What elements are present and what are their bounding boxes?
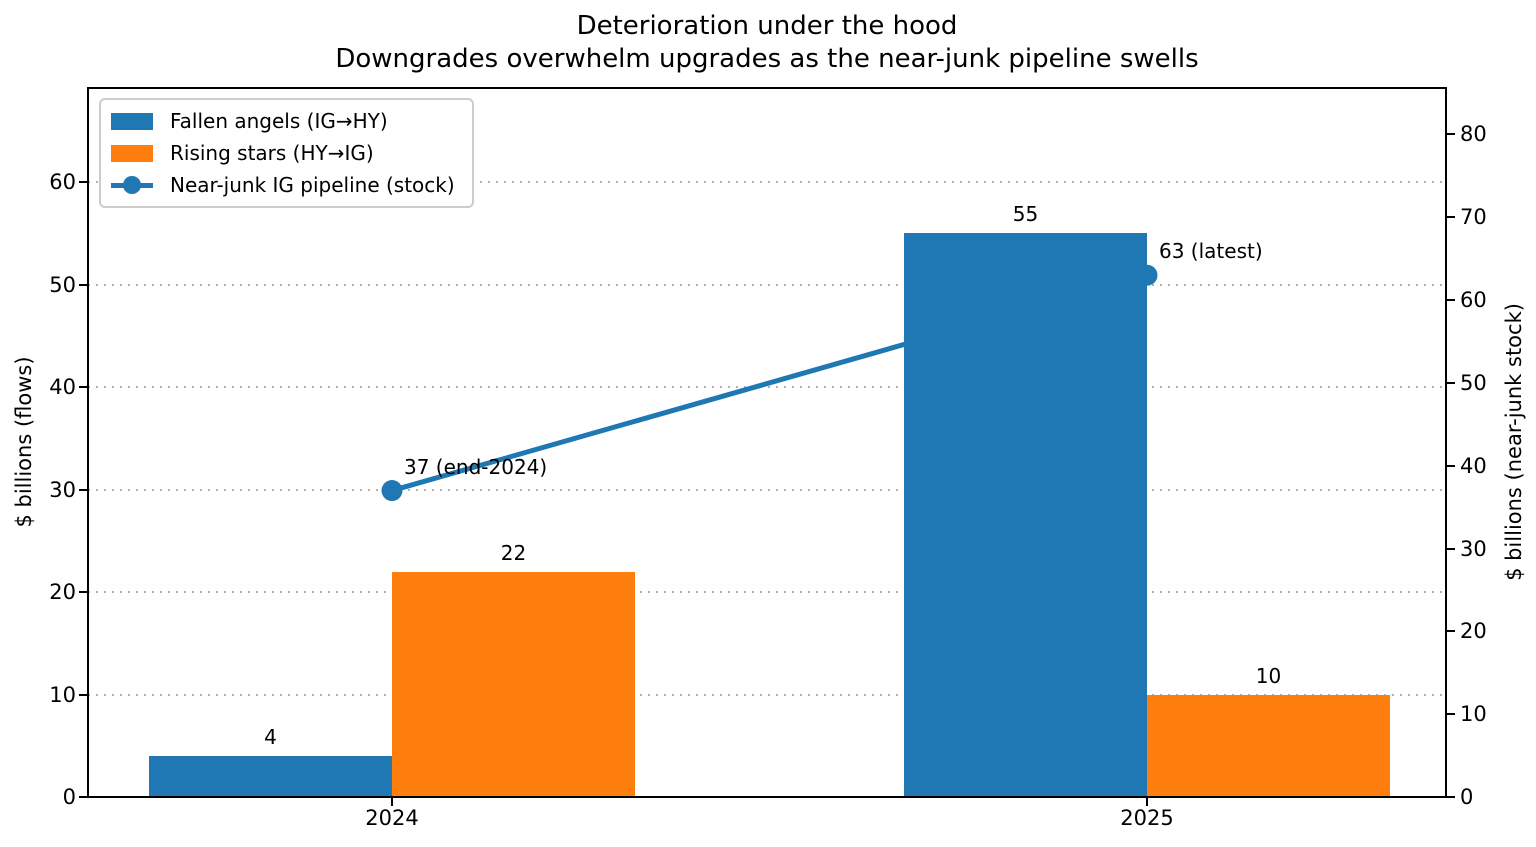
y-left-tick-label-0: 0	[62, 785, 76, 809]
gridline-50	[88, 283, 1446, 286]
rising-stars-hy-ig-bar-2024	[392, 571, 635, 797]
y-right-tick	[1446, 796, 1455, 798]
legend-label: Near-junk IG pipeline (stock)	[170, 173, 455, 197]
y-right-tick-label-30: 30	[1460, 536, 1487, 561]
y-right-tick-label-50: 50	[1460, 370, 1487, 395]
gridline-40	[88, 386, 1446, 389]
bar-value-label-2025-rising-stars-hy-ig: 10	[1255, 663, 1282, 688]
fallen-angels-ig-hy-bar-2024	[149, 756, 392, 797]
y-left-tick	[79, 693, 88, 696]
y-right-tick	[1446, 381, 1455, 384]
legend-item-near-junk-pipeline: Near-junk IG pipeline (stock)	[111, 169, 455, 201]
y-left-tick	[79, 591, 88, 594]
gridline-20	[88, 591, 1446, 594]
y-right-tick	[1446, 630, 1455, 633]
y-left-tick-label-20: 20	[49, 580, 76, 605]
legend-label: Fallen angels (IG→HY)	[170, 109, 388, 133]
y-right-tick-label-20: 20	[1460, 619, 1487, 644]
bar-value-label-2024-fallen-angels-ig-hy: 4	[264, 725, 277, 750]
y-right-tick-label-40: 40	[1460, 453, 1487, 478]
annotation-37-end-2024: 37 (end-2024)	[404, 454, 548, 479]
y-right-tick-label-60: 60	[1460, 288, 1487, 313]
gridline-10	[88, 693, 1446, 696]
annotation-63-latest: 63 (latest)	[1159, 239, 1263, 264]
fallen-angels-swatch-icon	[111, 112, 153, 130]
chart-title: Deterioration under the hood Downgrades …	[88, 10, 1446, 76]
y-right-tick-label-0: 0	[1460, 785, 1474, 809]
legend: Fallen angels (IG→HY) Rising stars (HY→I…	[99, 98, 474, 208]
legend-label: Rising stars (HY→IG)	[170, 141, 374, 165]
y-left-tick	[79, 386, 88, 389]
y-left-tick-label-40: 40	[49, 375, 76, 400]
y-right-tick	[1446, 547, 1455, 550]
pipeline-line-swatch-icon	[111, 174, 153, 196]
y-left-tick	[79, 796, 88, 798]
pipeline-marker-2024	[381, 480, 403, 502]
y-left-tick-label-50: 50	[49, 272, 76, 297]
y-left-tick-label-10: 10	[49, 682, 76, 707]
bar-value-label-2025-fallen-angels-ig-hy: 55	[1012, 202, 1039, 227]
y-left-tick	[79, 283, 88, 286]
chart-title-line1: Deterioration under the hood	[576, 11, 958, 41]
chart-title-line2: Downgrades overwhelm upgrades as the nea…	[335, 44, 1199, 74]
y-left-tick	[79, 488, 88, 491]
fallen-angels-ig-hy-bar-2025	[904, 233, 1147, 797]
y-left-tick-label-30: 30	[49, 477, 76, 502]
y-right-tick	[1446, 464, 1455, 467]
y-right-tick	[1446, 713, 1455, 716]
legend-item-rising-stars: Rising stars (HY→IG)	[111, 137, 455, 169]
x-tick-label-2025: 2025	[1120, 806, 1174, 830]
x-tick	[1146, 797, 1148, 806]
y-right-tick	[1446, 299, 1455, 302]
y-right-tick	[1446, 133, 1455, 136]
legend-item-fallen-angels: Fallen angels (IG→HY)	[111, 105, 455, 137]
rising-stars-swatch-icon	[111, 144, 153, 162]
gridline-30	[88, 488, 1446, 491]
gridline-60	[88, 181, 1446, 184]
y-right-tick-label-80: 80	[1460, 122, 1487, 147]
rising-stars-hy-ig-bar-2025	[1147, 694, 1390, 797]
x-tick	[391, 797, 393, 806]
y-left-tick-label-60: 60	[49, 170, 76, 195]
y-right-tick-label-10: 10	[1460, 702, 1487, 727]
y-left-tick	[79, 181, 88, 184]
y-right-tick-label-70: 70	[1460, 205, 1487, 230]
x-tick-label-2024: 2024	[365, 806, 419, 830]
y-right-tick	[1446, 216, 1455, 219]
bar-value-label-2024-rising-stars-hy-ig: 22	[500, 540, 527, 565]
